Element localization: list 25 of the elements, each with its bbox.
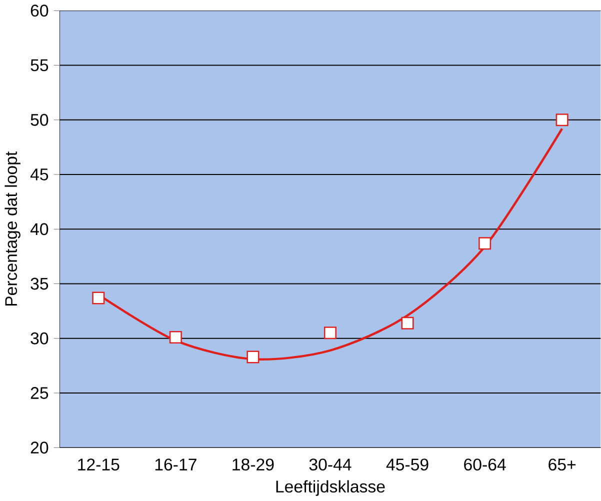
y-tick-label: 25: [30, 387, 48, 400]
y-tick-label: 50: [30, 114, 48, 126]
y-tick-label: 60: [30, 4, 48, 17]
y-axis-title: Percentage dat loopt: [4, 152, 20, 306]
y-tick-label: 45: [30, 168, 48, 181]
x-tick-label: 16-17: [155, 458, 196, 471]
x-tick-label: 12-15: [78, 458, 120, 471]
point: [401, 317, 414, 330]
y-tick-label: 40: [30, 223, 48, 236]
x-tick-label: 65+: [548, 458, 576, 471]
point: [92, 292, 105, 304]
point: [324, 326, 336, 340]
point: [556, 114, 568, 126]
x-axis-title: Leeftijdsklasse: [276, 480, 385, 496]
point: [169, 331, 182, 344]
point: [246, 350, 260, 364]
y-tick-label: 35: [30, 278, 48, 290]
y-tick-label: 20: [30, 442, 48, 454]
y-tick-label: 30: [30, 332, 48, 345]
x-tick-label: 30-44: [309, 458, 352, 471]
x-tick-label: 18-29: [232, 458, 274, 471]
point: [478, 237, 492, 250]
x-tick-label: 60-64: [464, 458, 506, 471]
x-tick-label: 45-59: [386, 458, 428, 471]
y-tick-label: 55: [30, 60, 48, 72]
